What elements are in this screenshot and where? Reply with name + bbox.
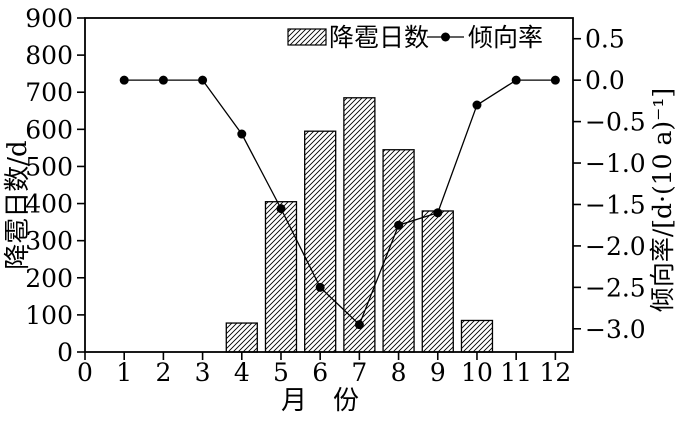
x-tick-label: 9 — [430, 358, 446, 387]
x-tick-label: 4 — [234, 358, 250, 387]
legend-bar-swatch — [287, 28, 327, 46]
trend-point-month-4 — [237, 129, 247, 139]
x-tick-label: 3 — [195, 358, 211, 387]
bar-month-5 — [264, 201, 298, 353]
y-left-tick-label: 600 — [25, 115, 73, 144]
y-left-tick-label: 400 — [25, 190, 73, 219]
x-tick-label: 0 — [77, 358, 93, 387]
trend-point-month-5 — [276, 204, 286, 214]
y-left-tick-label: 900 — [25, 4, 73, 33]
trend-point-month-9 — [433, 208, 443, 218]
trend-point-month-7 — [354, 320, 364, 330]
legend-marker-dot — [441, 32, 450, 42]
right-axis-title: 倾向率/[d·(10 a)⁻¹] — [648, 88, 677, 312]
y-left-tick-label: 200 — [25, 264, 73, 293]
legend-bar-label: 降雹日数 — [329, 23, 429, 52]
trend-point-month-2 — [158, 75, 168, 85]
trend-point-month-3 — [198, 75, 208, 85]
x-tick-label: 11 — [500, 358, 532, 387]
x-tick-label: 1 — [116, 358, 132, 387]
bar-month-10 — [460, 319, 494, 353]
axes-group: 0 1 2 3 4 5 6 7 8 9 10 11 12010020030040050060070080… — [25, 4, 645, 387]
x-tick-label: 10 — [461, 358, 493, 387]
trend-point-month-6 — [315, 282, 325, 292]
y-right-tick-label: −0.5 — [585, 108, 646, 137]
y-right-tick-label: −2.0 — [585, 232, 646, 261]
y-right-tick-label: −1.5 — [585, 190, 646, 219]
x-axis-title: 月 份 — [281, 386, 359, 416]
bar-series-group — [225, 97, 494, 353]
x-tick-label: 6 — [312, 358, 328, 387]
plot-frame — [84, 17, 574, 353]
left-axis-title: 降雹日数/d — [3, 140, 33, 269]
bar-month-4 — [225, 322, 258, 353]
trend-point-month-12 — [550, 75, 560, 85]
legend: 降雹日数 倾向率 — [287, 23, 543, 52]
y-right-tick-label: −2.5 — [585, 273, 646, 302]
y-right-tick-label: 0.0 — [585, 66, 625, 95]
y-left-tick-label: 300 — [25, 227, 73, 256]
bar-month-6 — [304, 130, 337, 353]
x-tick-label: 12 — [539, 358, 571, 387]
bar-month-7 — [343, 97, 376, 353]
y-left-tick-label: 0 — [57, 338, 73, 367]
y-right-tick-label: −3.0 — [585, 315, 646, 344]
trend-point-month-11 — [511, 75, 521, 85]
bar-month-9 — [421, 210, 454, 353]
y-left-tick-label: 800 — [25, 41, 73, 70]
y-left-tick-label: 700 — [25, 78, 73, 107]
y-right-tick-label: −1.0 — [585, 149, 646, 178]
bar-month-8 — [382, 149, 415, 353]
trend-point-month-8 — [394, 220, 404, 230]
line-series-group — [119, 75, 560, 330]
x-tick-label: 5 — [273, 358, 289, 387]
trend-point-month-1 — [119, 75, 129, 85]
y-right-tick-label: 0.5 — [585, 25, 625, 54]
trend-point-month-10 — [472, 100, 482, 110]
x-tick-label: 7 — [351, 358, 367, 387]
x-tick-label: 8 — [391, 358, 407, 387]
legend-line-label: 倾向率 — [468, 23, 543, 52]
x-tick-label: 2 — [155, 358, 171, 387]
tendency-line — [124, 79, 556, 326]
y-left-tick-label: 100 — [25, 301, 73, 330]
y-left-tick-label: 500 — [25, 152, 73, 181]
